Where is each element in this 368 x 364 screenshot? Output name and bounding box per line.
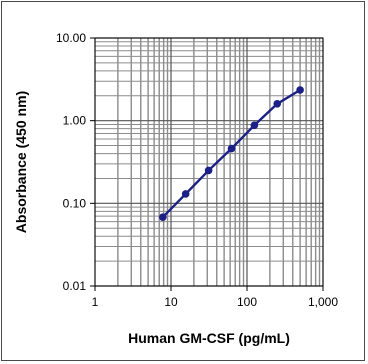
data-point (204, 166, 213, 175)
chart-frame (1, 1, 365, 361)
grid (94, 37, 324, 287)
y-axis-title: Absorbance (450 nm) (13, 91, 29, 233)
y-tick-label: 0.01 (63, 279, 87, 293)
data-point (227, 144, 236, 153)
x-axis-ticks: 1 10 100 1,000 (92, 286, 338, 309)
data-point (296, 86, 304, 94)
y-axis-ticks: 0.01 0.10 1.00 10.00 (56, 31, 95, 293)
x-tick-label: 100 (237, 295, 257, 309)
series (158, 86, 304, 221)
y-tick-label: 0.10 (63, 196, 87, 210)
data-point (273, 99, 282, 108)
y-tick-label: 1.00 (63, 114, 87, 128)
x-tick-label: 1 (92, 295, 99, 309)
data-point (181, 190, 190, 198)
data-point (158, 213, 167, 221)
data-point (250, 121, 259, 130)
x-axis-title: Human GM-CSF (pg/mL) (128, 330, 290, 346)
x-tick-label: 10 (164, 295, 178, 309)
y-tick-label: 10.00 (56, 31, 86, 45)
plot-area-border (94, 37, 324, 287)
x-tick-label: 1,000 (308, 295, 338, 309)
